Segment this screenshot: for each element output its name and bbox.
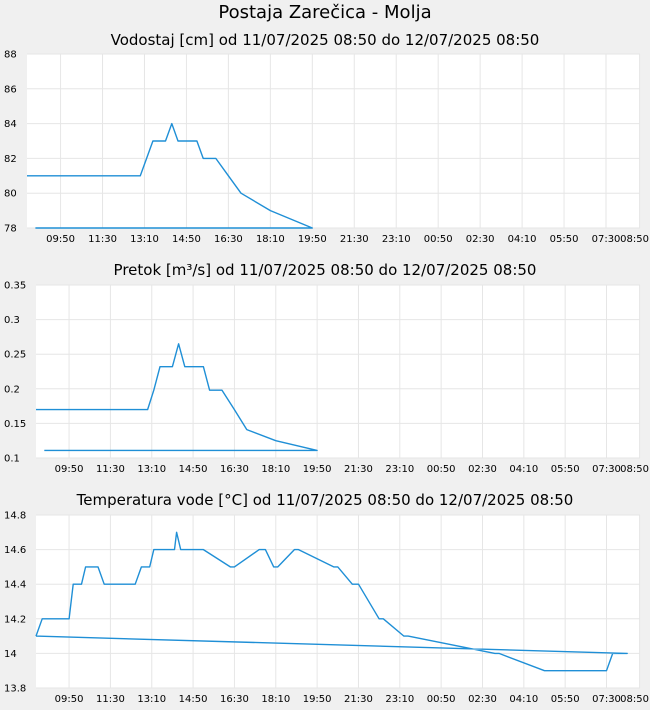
y-tick-label: 0.1 <box>4 454 20 465</box>
chart-title: Vodostaj [cm] od 11/07/2025 08:50 do 12/… <box>111 31 540 49</box>
y-tick-label: 0.2 <box>4 384 20 395</box>
y-tick-label: 0.15 <box>4 419 26 430</box>
x-tick-label: 23:10 <box>382 234 411 245</box>
x-tick-label: 16:30 <box>214 234 243 245</box>
x-tick-label: 16:30 <box>220 464 249 475</box>
x-tick-label: 07:30 <box>592 234 621 245</box>
x-tick-label: 13:10 <box>130 234 159 245</box>
x-tick-label: 21:30 <box>344 694 373 705</box>
x-tick-label: 08:50 <box>620 694 649 705</box>
y-tick-label: 88 <box>4 50 17 61</box>
plot-area <box>27 54 640 228</box>
x-tick-label: 04:10 <box>509 464 538 475</box>
chart-title: Pretok [m³/s] od 11/07/2025 08:50 do 12/… <box>114 261 537 279</box>
x-tick-label: 21:30 <box>344 464 373 475</box>
plot-area <box>36 515 640 688</box>
y-tick-label: 0.3 <box>4 315 20 326</box>
x-tick-label: 09:50 <box>46 234 75 245</box>
y-tick-label: 78 <box>4 224 17 235</box>
series-line <box>35 531 628 672</box>
x-tick-label: 11:30 <box>96 464 125 475</box>
x-tick-label: 19:50 <box>298 234 327 245</box>
y-tick-label: 82 <box>4 154 17 165</box>
y-tick-label: 84 <box>4 119 17 130</box>
x-tick-label: 09:50 <box>55 694 84 705</box>
y-tick-label: 0.25 <box>4 350 26 361</box>
y-tick-label: 13.8 <box>4 684 26 695</box>
y-tick-label: 14.6 <box>4 545 26 556</box>
x-tick-label: 05:50 <box>551 464 580 475</box>
x-tick-label: 05:50 <box>550 234 579 245</box>
y-tick-label: 14.4 <box>4 580 26 591</box>
x-tick-label: 14:50 <box>172 234 201 245</box>
x-tick-label: 19:50 <box>303 694 332 705</box>
x-tick-label: 13:10 <box>137 464 166 475</box>
chart-title: Temperatura vode [°C] od 11/07/2025 08:5… <box>76 491 574 509</box>
x-tick-label: 04:10 <box>509 694 538 705</box>
y-tick-label: 14.2 <box>4 614 26 625</box>
x-tick-label: 07:30 <box>592 694 621 705</box>
x-tick-label: 00:50 <box>424 234 453 245</box>
page-title: Postaja Zarečica - Molja <box>218 2 432 23</box>
x-tick-label: 00:50 <box>427 694 456 705</box>
x-tick-label: 08:50 <box>620 234 649 245</box>
x-tick-label: 02:30 <box>468 464 497 475</box>
x-tick-label: 18:10 <box>256 234 285 245</box>
y-tick-label: 80 <box>4 189 17 200</box>
x-tick-label: 11:30 <box>96 694 125 705</box>
y-tick-label: 0.35 <box>4 281 26 292</box>
x-tick-label: 04:10 <box>508 234 537 245</box>
series-line <box>36 343 318 452</box>
y-tick-label: 86 <box>4 84 17 95</box>
x-tick-label: 18:10 <box>261 694 290 705</box>
x-tick-label: 09:50 <box>55 464 84 475</box>
x-tick-label: 08:50 <box>620 464 649 475</box>
x-tick-label: 05:50 <box>551 694 580 705</box>
x-tick-label: 00:50 <box>427 464 456 475</box>
plot-area <box>36 285 640 458</box>
x-tick-label: 13:10 <box>137 694 166 705</box>
x-tick-label: 11:30 <box>88 234 117 245</box>
x-tick-label: 23:10 <box>385 464 414 475</box>
x-tick-label: 16:30 <box>220 694 249 705</box>
x-tick-label: 02:30 <box>466 234 495 245</box>
x-tick-label: 18:10 <box>261 464 290 475</box>
x-tick-label: 19:50 <box>303 464 332 475</box>
series-line <box>27 122 313 229</box>
x-tick-label: 02:30 <box>468 694 497 705</box>
x-tick-label: 07:30 <box>592 464 621 475</box>
y-tick-label: 14.8 <box>4 511 26 522</box>
x-tick-label: 14:50 <box>179 694 208 705</box>
x-tick-label: 14:50 <box>179 464 208 475</box>
x-tick-label: 21:30 <box>340 234 369 245</box>
y-tick-label: 14 <box>4 649 17 660</box>
x-tick-label: 23:10 <box>385 694 414 705</box>
